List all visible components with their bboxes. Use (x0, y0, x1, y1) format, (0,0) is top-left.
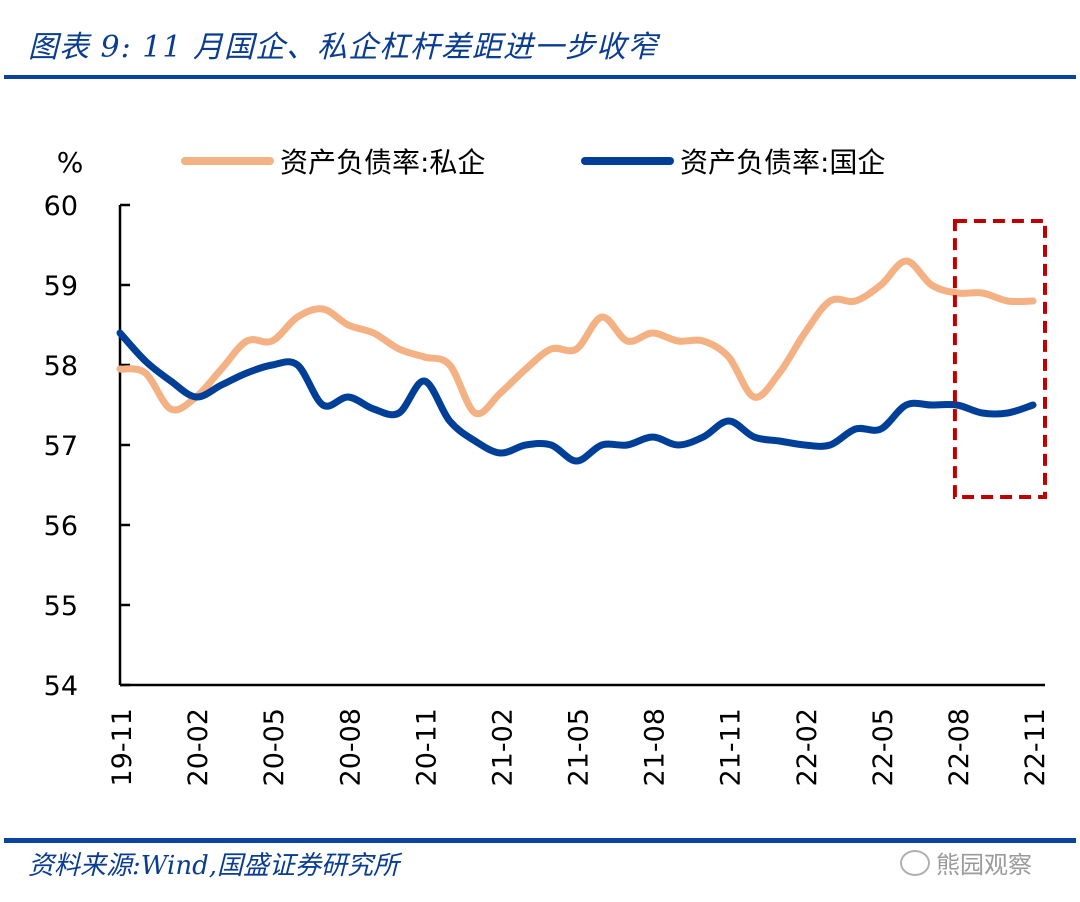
watermark-text: 熊园观察 (936, 851, 1032, 879)
y-tick-label: 56 (44, 511, 78, 542)
x-tick-label: 22-05 (868, 708, 899, 786)
x-tick-label: 21-02 (487, 708, 518, 786)
x-tick-label: 22-08 (944, 708, 975, 786)
watermark: 熊园观察 (900, 845, 1032, 880)
y-tick-label: 54 (44, 671, 78, 702)
y-tick-label: 58 (44, 351, 78, 382)
y-tick-label: 59 (44, 271, 78, 302)
wechat-icon (900, 849, 930, 876)
x-tick-label: 20-05 (259, 708, 290, 786)
x-tick-label: 21-08 (640, 708, 671, 786)
legend-label: 资产负债率:国企 (680, 146, 885, 179)
x-tick-label: 20-08 (335, 708, 366, 786)
y-tick-label: 60 (44, 191, 78, 222)
series-group (116, 257, 1037, 465)
x-tick-label: 20-11 (411, 708, 442, 786)
x-tick-label: 19-11 (107, 708, 138, 786)
top-divider (4, 75, 1076, 79)
x-tick-label: 22-11 (1020, 708, 1051, 786)
x-tick-label: 21-05 (564, 708, 595, 786)
series-line-private (116, 257, 1037, 418)
source-note: 资料来源:Wind,国盛证券研究所 (28, 851, 399, 881)
y-axis-unit: % (57, 146, 84, 179)
highlight-box (952, 219, 1048, 499)
series-line-state (116, 329, 1037, 465)
x-tick-label: 22-02 (792, 708, 823, 786)
x-tick-label: 20-02 (183, 708, 214, 786)
chart-title: 图表 9: 11 月国企、私企杠杆差距进一步收窄 (28, 30, 658, 65)
y-tick-label: 55 (44, 591, 78, 622)
x-tick-label: 21-11 (716, 708, 747, 786)
y-tick-label: 57 (44, 431, 78, 462)
annotations (952, 219, 1048, 499)
legend-label: 资产负债率:私企 (280, 146, 485, 179)
line-chart: 资产负债率:私企 资产负债率:国企 % 60 59 58 57 56 55 54 19-11 20-… (44, 146, 1051, 786)
bottom-divider (4, 838, 1076, 843)
legend: 资产负债率:私企 资产负债率:国企 (181, 146, 885, 179)
axes: % 60 59 58 57 56 55 54 19-11 20-02 20-05 20-08 20-11… (44, 146, 1051, 786)
